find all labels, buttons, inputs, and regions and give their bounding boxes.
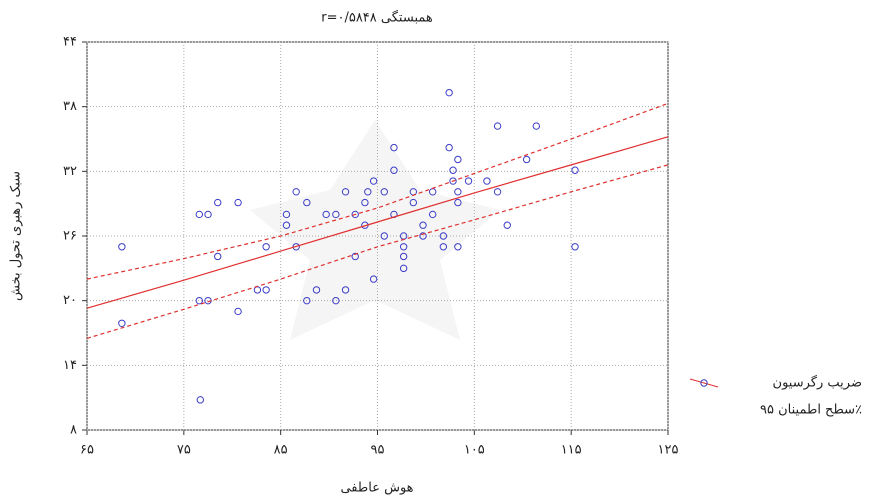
point [419,221,427,229]
x-tick-label: ۷۵ [177,443,191,458]
point [341,188,350,196]
point [196,396,204,404]
point [464,177,473,185]
point [369,275,378,283]
point [282,221,291,229]
x-tick-label: ۱۲۵ [658,443,679,458]
point [390,143,398,152]
point [369,177,378,185]
point [419,232,427,240]
point [204,210,212,219]
x-axis-label: هوش عاطفی [340,481,413,496]
point [409,198,418,207]
point [292,188,300,196]
x-tick-label: ۸۵ [274,443,288,458]
point [454,155,462,164]
y-tick-label: ۸ [70,423,77,438]
y-tick-label: ۳۸ [63,99,77,114]
point [454,188,462,196]
point [449,166,457,174]
point [380,188,388,196]
point [234,198,242,207]
point [439,243,448,251]
point [322,210,330,219]
point [214,198,222,207]
legend-icon-line [689,378,719,388]
point [439,232,448,240]
point [522,155,531,164]
regression-line [86,136,669,309]
point [303,296,311,305]
x-tick-label: ۱۱۵ [561,443,582,458]
point [262,286,270,294]
point [399,243,408,251]
confidence-lower [86,164,669,339]
point [282,210,291,219]
confidence-upper [86,102,669,280]
point [312,286,321,294]
point [361,198,369,207]
point [483,177,491,185]
chart-title: r=۰/۵۸۴۸ همبستگی [321,10,433,26]
legend-label: ضریب رگرسیون [773,375,862,391]
point [214,252,222,261]
y-axis-label: سبک رهبری تحول بخش [9,171,24,301]
y-tick-label: ۱۴ [63,358,77,373]
point [234,307,242,316]
point [195,296,204,305]
x-tick-label: ۱۰۵ [464,443,485,458]
point [118,243,126,251]
point [364,188,372,196]
point [303,198,311,207]
point [454,198,462,207]
point [532,122,541,130]
point [449,177,457,185]
point [399,252,408,261]
point [571,166,579,174]
x-tick-label: ۶۵ [80,443,94,458]
point [390,166,398,174]
point [332,210,340,219]
y-tick-label: ۳۲ [63,164,77,179]
point [428,210,437,219]
point [262,243,270,251]
point [341,286,350,294]
point [445,88,453,97]
point [351,252,359,261]
point [399,264,408,273]
point [493,188,502,196]
point [454,243,462,251]
point [195,210,204,219]
watermark [250,120,500,340]
point [351,210,359,219]
x-tick-label: ۹۵ [371,443,385,458]
point [380,232,388,240]
point [118,319,126,327]
y-tick-label: ۲۶ [63,229,77,244]
legend-label: سطح اطمینان ۹۵٪ [760,403,862,418]
legend-icon-point [700,379,708,387]
y-tick-label: ۲۰ [63,293,77,308]
point [571,243,579,251]
y-tick-label: ۴۴ [63,35,77,50]
point [445,143,453,152]
point [493,122,502,130]
point [332,296,340,305]
point [503,221,511,229]
